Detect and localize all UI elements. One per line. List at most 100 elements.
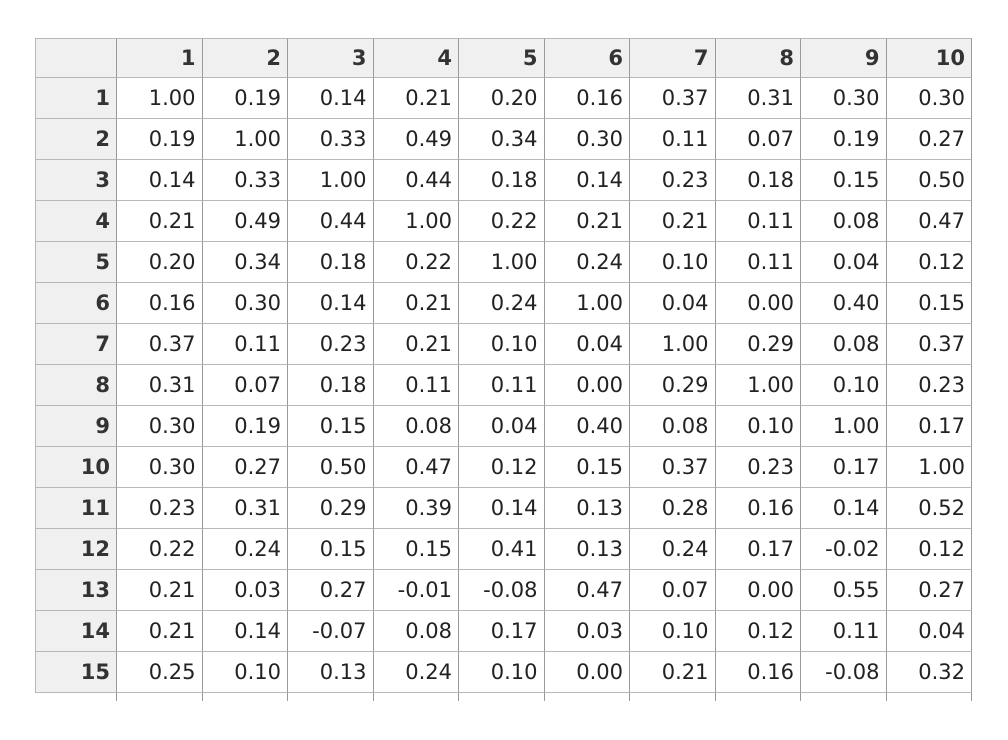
corner-cell [35, 38, 117, 78]
data-cell: 0.12 [886, 242, 972, 283]
grid-stub [287, 693, 288, 701]
data-cell: 1.00 [630, 324, 716, 365]
data-cell: 0.10 [459, 652, 545, 693]
column-header: 7 [630, 38, 716, 78]
column-header: 8 [715, 38, 801, 78]
data-cell: 0.04 [886, 611, 972, 652]
data-cell: 0.15 [544, 447, 630, 488]
data-cell: 0.30 [544, 119, 630, 160]
row-header: 13 [35, 570, 117, 611]
data-cell: 0.50 [288, 447, 374, 488]
data-cell: 0.24 [544, 242, 630, 283]
grid-stub [800, 693, 801, 701]
data-cell: 0.29 [288, 488, 374, 529]
data-cell: 0.30 [117, 406, 203, 447]
data-cell: 0.20 [117, 242, 203, 283]
row-header: 10 [35, 447, 117, 488]
column-header: 10 [886, 38, 972, 78]
data-cell: 0.10 [630, 242, 716, 283]
data-cell: 0.04 [630, 283, 716, 324]
grid-stub [201, 693, 203, 701]
row-header: 1 [35, 78, 117, 119]
grid-stub [629, 693, 630, 701]
data-cell: 0.18 [288, 365, 374, 406]
data-cell: 0.10 [715, 406, 801, 447]
data-cell: -0.07 [288, 611, 374, 652]
data-cell: 0.04 [459, 406, 545, 447]
data-cell: 0.07 [202, 365, 288, 406]
data-cell: 0.21 [630, 201, 716, 242]
data-cell: 0.27 [202, 447, 288, 488]
data-cell: 1.00 [288, 160, 374, 201]
data-cell: 0.12 [715, 611, 801, 652]
grid-stub [971, 693, 972, 701]
data-cell: 0.23 [886, 365, 972, 406]
row-header: 15 [35, 652, 117, 693]
grid-stub [885, 693, 887, 701]
data-cell: 0.14 [801, 488, 887, 529]
data-cell: 0.08 [801, 324, 887, 365]
data-cell: 0.25 [117, 652, 203, 693]
data-cell: 0.00 [544, 652, 630, 693]
data-cell: 0.11 [715, 242, 801, 283]
data-cell: 1.00 [202, 119, 288, 160]
data-cell: 0.24 [373, 652, 459, 693]
data-cell: -0.02 [801, 529, 887, 570]
data-cell: 0.17 [801, 447, 887, 488]
column-header: 4 [373, 38, 459, 78]
row-header: 2 [35, 119, 117, 160]
data-cell: 0.11 [630, 119, 716, 160]
data-cell: 0.30 [886, 78, 972, 119]
row-header: 6 [35, 283, 117, 324]
data-cell: 0.31 [202, 488, 288, 529]
data-cell: 0.10 [630, 611, 716, 652]
data-cell: 0.00 [715, 570, 801, 611]
data-cell: 0.12 [886, 529, 972, 570]
data-cell: 0.40 [801, 283, 887, 324]
grid-stub [372, 693, 374, 701]
data-cell: 0.16 [544, 78, 630, 119]
data-cell: 0.15 [288, 529, 374, 570]
data-cell: 1.00 [544, 283, 630, 324]
data-cell: 0.14 [459, 488, 545, 529]
data-cell: -0.08 [459, 570, 545, 611]
data-cell: 0.14 [117, 160, 203, 201]
data-cell: 0.44 [373, 160, 459, 201]
grid-stub [458, 693, 459, 701]
data-cell: 0.27 [288, 570, 374, 611]
data-cell: 0.14 [202, 611, 288, 652]
data-cell: 0.11 [801, 611, 887, 652]
data-cell: 0.10 [801, 365, 887, 406]
data-cell: 0.21 [544, 201, 630, 242]
data-cell: 0.24 [630, 529, 716, 570]
row-header: 9 [35, 406, 117, 447]
column-header: 1 [117, 38, 203, 78]
data-cell: 0.49 [202, 201, 288, 242]
data-cell: 0.29 [630, 365, 716, 406]
data-cell: 0.24 [202, 529, 288, 570]
data-cell: 0.37 [630, 78, 716, 119]
data-cell: 0.40 [544, 406, 630, 447]
data-cell: 0.13 [288, 652, 374, 693]
data-cell: 0.14 [288, 283, 374, 324]
data-cell: 0.21 [630, 652, 716, 693]
data-cell: 1.00 [886, 447, 972, 488]
data-cell: 0.31 [715, 78, 801, 119]
data-cell: -0.01 [373, 570, 459, 611]
data-cell: 0.15 [886, 283, 972, 324]
data-cell: 0.07 [715, 119, 801, 160]
data-cell: 0.23 [288, 324, 374, 365]
row-header: 3 [35, 160, 117, 201]
grid-stub [714, 693, 716, 701]
data-cell: 0.27 [886, 119, 972, 160]
data-cell: 0.47 [373, 447, 459, 488]
data-cell: 0.19 [202, 78, 288, 119]
data-cell: 0.18 [459, 160, 545, 201]
data-cell: 0.19 [117, 119, 203, 160]
data-cell: 0.15 [373, 529, 459, 570]
data-cell: 0.11 [715, 201, 801, 242]
data-cell: 0.03 [544, 611, 630, 652]
data-cell: 0.18 [715, 160, 801, 201]
data-cell: 0.34 [202, 242, 288, 283]
data-cell: 0.23 [715, 447, 801, 488]
